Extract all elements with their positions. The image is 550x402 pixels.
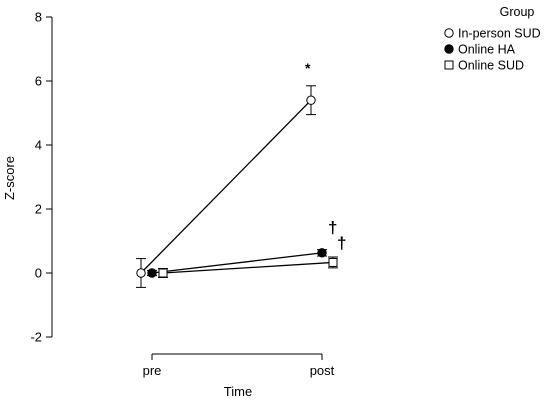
data-point: [136, 268, 146, 278]
y-axis-title: Z-score: [2, 156, 17, 200]
y-tick-label: 2: [35, 202, 42, 217]
y-tick-label: 8: [35, 10, 42, 25]
legend-item: Online HA: [444, 43, 516, 57]
x-tick-label: post: [310, 363, 335, 378]
y-tick-label: 0: [35, 266, 42, 281]
y-tick-label: 4: [35, 138, 42, 153]
series-line: [140, 99, 312, 274]
data-point: [147, 268, 157, 278]
x-axis-title: Time: [224, 384, 252, 399]
y-tick-label: 6: [35, 74, 42, 89]
legend-item: In-person SUD: [444, 27, 541, 41]
axes: -2 0 2 4 6 8 pre post: [30, 10, 334, 379]
data-point: [306, 95, 316, 105]
data-point: [328, 257, 338, 267]
legend-label: In-person SUD: [458, 27, 541, 41]
y-tick-label: -2: [30, 330, 42, 345]
data-point: [317, 248, 327, 258]
significance-marker: †: [337, 233, 346, 252]
legend-item: Online SUD: [444, 59, 524, 73]
data-point: [158, 268, 168, 278]
legend-label: Online HA: [458, 43, 516, 57]
series-line: [162, 261, 334, 274]
legend-marker: [444, 60, 454, 70]
plot-area: * ††: [136, 60, 346, 288]
legend-title: Group: [500, 5, 535, 19]
legend-label: Online SUD: [458, 59, 524, 73]
significance-marker: *: [305, 60, 311, 76]
legend-marker: [444, 28, 454, 38]
legend-marker: [444, 44, 454, 54]
series-line: [151, 252, 323, 274]
legend: Group In-person SUD Online HA Online SUD: [444, 5, 541, 73]
x-tick-label: pre: [143, 363, 162, 378]
significance-marker: †: [328, 218, 337, 237]
